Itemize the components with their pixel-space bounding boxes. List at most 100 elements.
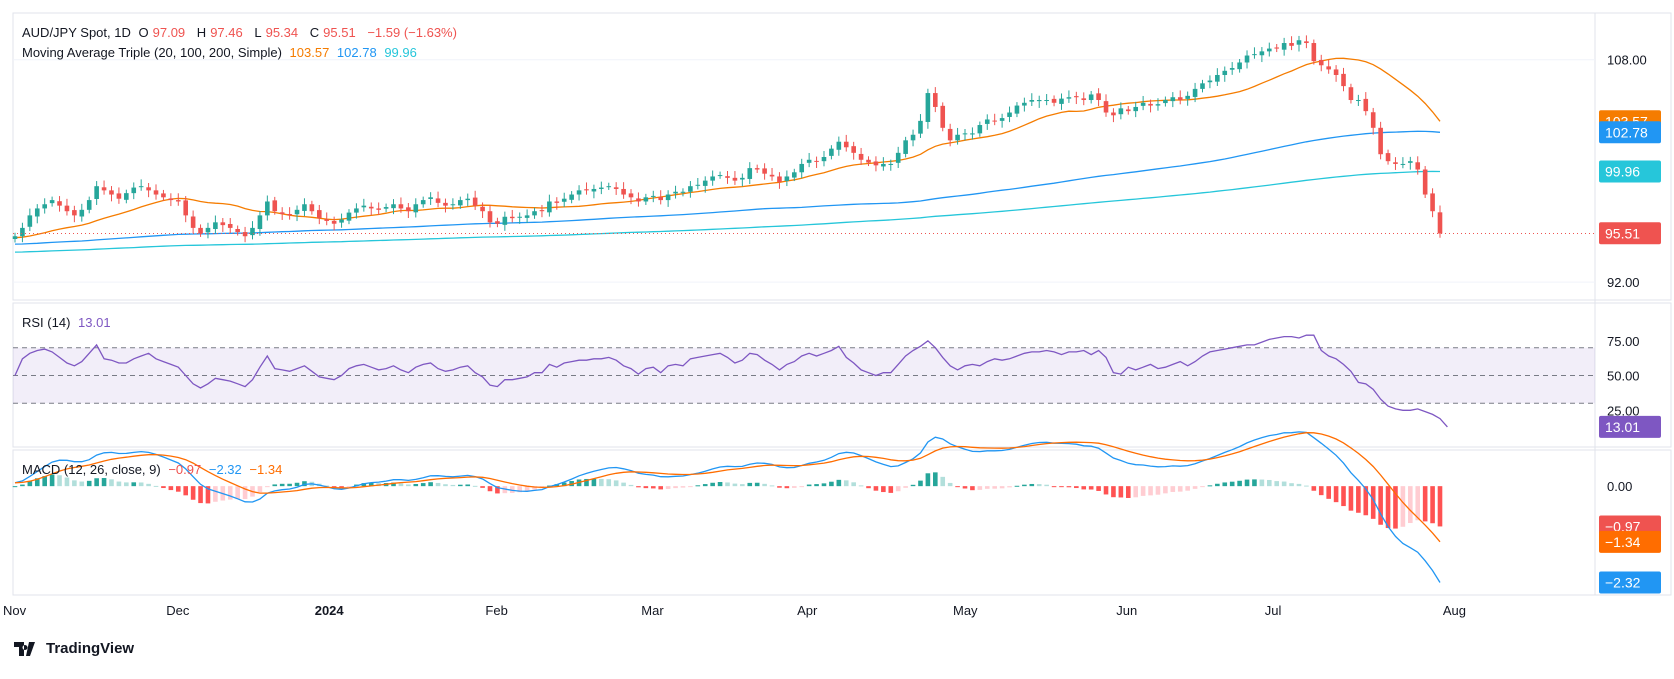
candle-body[interactable] [487, 211, 493, 223]
macd-histogram-bar[interactable] [94, 478, 99, 487]
candle-body[interactable] [881, 163, 886, 167]
candle-body[interactable] [376, 208, 381, 210]
candle-body[interactable] [1074, 96, 1079, 98]
candle-body[interactable] [1266, 48, 1272, 52]
macd-histogram-bar[interactable] [977, 486, 983, 490]
candle-body[interactable] [688, 186, 693, 192]
candle-body[interactable] [383, 207, 389, 209]
signal-line[interactable] [14, 432, 1441, 543]
candle-body[interactable] [205, 227, 211, 233]
macd-histogram-bar[interactable] [962, 486, 968, 489]
candle-body[interactable] [57, 201, 62, 206]
macd-histogram-bar[interactable] [1192, 486, 1198, 489]
macd-histogram-bar[interactable] [1185, 486, 1190, 491]
candle-body[interactable] [791, 172, 797, 178]
candle-body[interactable] [472, 197, 478, 206]
candle-body[interactable] [643, 197, 649, 202]
candle-body[interactable] [999, 118, 1005, 121]
candle-body[interactable] [406, 207, 411, 212]
macd-histogram-bar[interactable] [836, 479, 842, 487]
macd-histogram-bar[interactable] [257, 486, 263, 493]
candle-body[interactable] [524, 215, 530, 218]
macd-histogram-bar[interactable] [1326, 486, 1331, 499]
macd-histogram-bar[interactable] [361, 483, 367, 487]
candle-body[interactable] [1229, 68, 1235, 70]
candle-body[interactable] [984, 119, 990, 124]
candle-body[interactable] [606, 186, 612, 188]
macd-histogram-bar[interactable] [472, 485, 478, 487]
candle-body[interactable] [799, 163, 805, 173]
macd-histogram-bar[interactable] [1348, 486, 1354, 511]
tradingview-brand[interactable]: TradingView [14, 640, 134, 657]
macd-histogram-bar[interactable] [72, 480, 77, 487]
candle-body[interactable] [450, 204, 456, 206]
candle-body[interactable] [695, 184, 701, 186]
candle-body[interactable] [1044, 100, 1049, 102]
candle-body[interactable] [124, 193, 129, 200]
macd-histogram-bar[interactable] [413, 484, 419, 487]
macd-histogram-bar[interactable] [49, 474, 55, 487]
macd-histogram-bar[interactable] [1118, 486, 1124, 498]
macd-histogram-bar[interactable] [1422, 486, 1428, 522]
candle-body[interactable] [302, 204, 307, 211]
macd-histogram-bar[interactable] [443, 484, 448, 487]
macd-histogram-bar[interactable] [940, 476, 946, 487]
candle-body[interactable] [495, 221, 500, 224]
candle-body[interactable] [1252, 54, 1257, 56]
macd-histogram-bar[interactable] [1385, 486, 1391, 529]
macd-histogram-bar[interactable] [198, 486, 203, 504]
candle-body[interactable] [710, 176, 715, 181]
candle-body[interactable] [1192, 88, 1198, 97]
candle-body[interactable] [287, 213, 292, 216]
macd-histogram-bar[interactable] [1363, 486, 1369, 516]
candle-body[interactable] [198, 227, 203, 234]
macd-histogram-bar[interactable] [1289, 483, 1294, 487]
candle-body[interactable] [1163, 100, 1168, 104]
macd-histogram-bar[interactable] [1207, 485, 1213, 487]
candle-body[interactable] [858, 153, 864, 160]
macd-histogram-bar[interactable] [64, 477, 70, 487]
candle-body[interactable] [970, 133, 975, 135]
candle-body[interactable] [324, 219, 330, 221]
candle-body[interactable] [547, 201, 552, 213]
macd-histogram-bar[interactable] [1237, 480, 1242, 487]
macd-histogram-bar[interactable] [302, 481, 307, 487]
candle-body[interactable] [272, 200, 278, 212]
candle-body[interactable] [1170, 97, 1176, 102]
macd-histogram-bar[interactable] [606, 479, 612, 487]
macd-histogram-bar[interactable] [1088, 486, 1094, 490]
candle-body[interactable] [1385, 153, 1391, 162]
ma-line-200[interactable] [14, 170, 1441, 253]
candle-body[interactable] [1259, 51, 1265, 56]
candle-body[interactable] [843, 141, 849, 148]
candle-body[interactable] [331, 220, 337, 224]
candle-body[interactable] [480, 206, 485, 212]
macd-histogram-bar[interactable] [599, 478, 604, 487]
candle-body[interactable] [650, 195, 656, 197]
macd-histogram-bar[interactable] [1133, 486, 1139, 498]
macd-histogram-bar[interactable] [1051, 486, 1057, 488]
macd-histogram-bar[interactable] [1222, 482, 1228, 487]
macd-histogram-bar[interactable] [784, 486, 790, 489]
candle-body[interactable] [94, 186, 99, 199]
candle-body[interactable] [168, 198, 174, 201]
macd-histogram-bar[interactable] [851, 482, 856, 487]
macd-histogram-bar[interactable] [680, 486, 686, 488]
candle-body[interactable] [821, 157, 827, 162]
candle-body[interactable] [109, 190, 114, 195]
macd-histogram-bar[interactable] [717, 482, 723, 487]
macd-histogram-bar[interactable] [1059, 486, 1064, 488]
macd-histogram-bar[interactable] [331, 486, 337, 488]
candle-body[interactable] [955, 134, 960, 141]
candle-body[interactable] [658, 197, 664, 201]
macd-histogram-bar[interactable] [933, 472, 938, 487]
candle-body[interactable] [1318, 59, 1324, 66]
candle-body[interactable] [903, 140, 908, 154]
macd-histogram-bar[interactable] [665, 486, 671, 489]
candle-body[interactable] [873, 161, 879, 166]
candle-body[interactable] [27, 215, 33, 227]
macd-histogram-bar[interactable] [821, 483, 827, 487]
macd-histogram-bar[interactable] [829, 481, 834, 487]
macd-histogram-bar[interactable] [450, 484, 456, 487]
candle-body[interactable] [146, 187, 151, 191]
